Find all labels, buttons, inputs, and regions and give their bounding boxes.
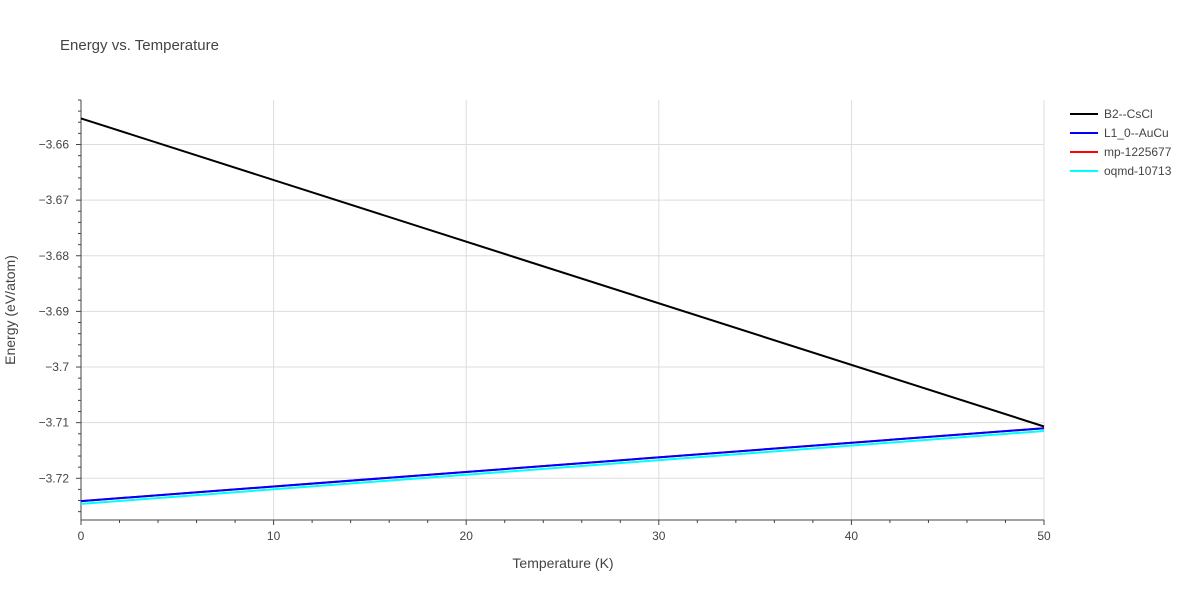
y-tick-label: −3.66: [39, 138, 70, 152]
y-tick-label: −3.71: [39, 416, 70, 430]
grid: [81, 100, 1045, 520]
series-line-l1-0-aucu: [80, 427, 1045, 503]
y-tick-label: −3.67: [39, 193, 70, 207]
y-tick-label: −3.72: [39, 471, 70, 485]
legend-item[interactable]: L1_0--AuCu: [1070, 126, 1169, 140]
x-tick-label: 50: [1037, 529, 1051, 543]
legend-item[interactable]: B2--CsCl: [1070, 107, 1153, 121]
series-line-b2-cscl: [80, 117, 1045, 428]
series-lines: [80, 117, 1045, 505]
y-tick-label: −3.7: [45, 360, 69, 374]
y-axis-title: Energy (eV/atom): [2, 255, 18, 365]
chart-title: Energy vs. Temperature: [60, 37, 219, 54]
legend-label: mp-1225677: [1104, 145, 1172, 159]
x-tick-label: 20: [460, 529, 474, 543]
x-tick-label: 10: [267, 529, 281, 543]
x-tick-label: 30: [652, 529, 666, 543]
legend[interactable]: B2--CsCl L1_0--AuCu mp-1225677 oqmd-10713: [1070, 107, 1172, 178]
legend-label: oqmd-10713: [1104, 164, 1172, 178]
x-tick-label: 0: [78, 529, 85, 543]
y-tick-label: −3.69: [39, 304, 70, 318]
legend-item[interactable]: mp-1225677: [1070, 145, 1172, 159]
legend-label: L1_0--AuCu: [1104, 126, 1169, 140]
axes: 0 10 20 30 40 50 −3.72 −3.71 −3.7 −3.69 −3.68 −3.67…: [39, 99, 1051, 543]
x-tick-label: 40: [845, 529, 859, 543]
y-tick-label: −3.68: [39, 249, 70, 263]
x-axis-title: Temperature (K): [512, 555, 613, 571]
legend-item[interactable]: oqmd-10713: [1070, 164, 1172, 178]
series-line-oqmd-10713: [80, 430, 1045, 505]
legend-label: B2--CsCl: [1104, 107, 1153, 121]
